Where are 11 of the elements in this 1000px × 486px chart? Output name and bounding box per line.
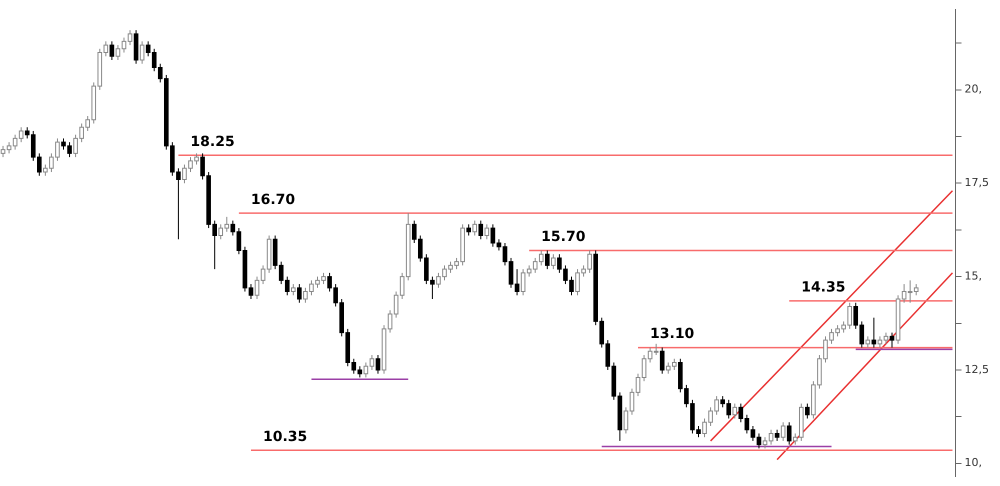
series-label: 16.70 bbox=[250, 192, 296, 208]
y-tick-label: 10, bbox=[964, 456, 982, 470]
series-label: 13.10 bbox=[650, 326, 695, 342]
y-tick-label: 20, bbox=[964, 82, 982, 96]
series-label: 10.35 bbox=[262, 428, 308, 445]
series-label: 15.70 bbox=[541, 229, 586, 246]
y-tick-label: 15, bbox=[964, 269, 982, 282]
series-label: 14.35 bbox=[801, 280, 846, 296]
y-tick-label: 12,5 bbox=[964, 362, 990, 376]
series-label: 18.25 bbox=[190, 134, 235, 150]
y-tick-label: 17,5 bbox=[964, 176, 990, 190]
